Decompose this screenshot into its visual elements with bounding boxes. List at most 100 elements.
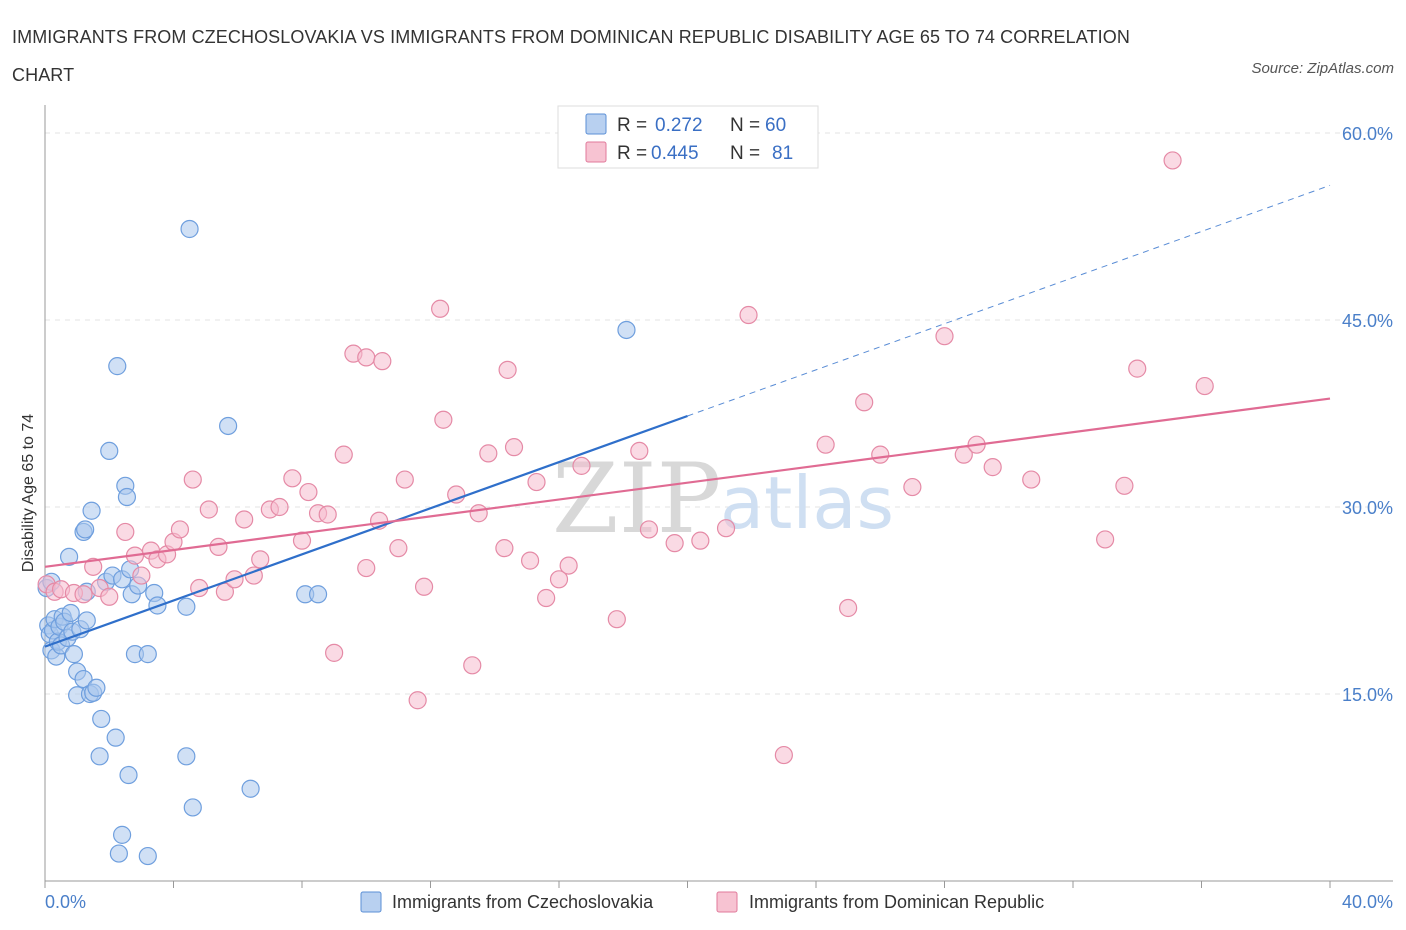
x-tick-label-max: 40.0% xyxy=(1342,892,1393,912)
dominican-point xyxy=(495,539,514,558)
dominican-point xyxy=(84,557,103,576)
watermark-atlas: atlas xyxy=(720,461,894,545)
dominican-point xyxy=(572,456,591,475)
y-tick-label: 45.0% xyxy=(1342,311,1393,331)
dominican-point xyxy=(170,520,190,539)
series-dominican-points xyxy=(37,151,1214,765)
czechoslovakia-point xyxy=(112,825,132,844)
dominican-point xyxy=(447,485,466,504)
dominican-point xyxy=(318,505,337,524)
dominican-point xyxy=(816,435,835,454)
czechoslovakia-point xyxy=(92,709,111,729)
y-tick-labels: 15.0% 30.0% 45.0% 60.0% xyxy=(1342,124,1393,705)
dominican-point xyxy=(691,531,710,550)
dominican-point xyxy=(469,504,488,523)
y-tick-label: 60.0% xyxy=(1342,124,1393,144)
czechoslovakia-point xyxy=(74,669,93,689)
dominican-point xyxy=(334,445,353,464)
legend-n-label-2: N = xyxy=(730,143,760,164)
czechoslovakia-point xyxy=(177,597,196,616)
dominican-point xyxy=(215,582,234,601)
dominican-point xyxy=(325,643,344,662)
dominican-point xyxy=(1022,470,1041,489)
dominican-point xyxy=(183,470,202,489)
dominican-point xyxy=(373,352,392,371)
dominican-point xyxy=(116,522,135,542)
dominican-point xyxy=(630,441,649,460)
legend-n-value-2: 81 xyxy=(772,143,793,164)
bottom-legend-swatch-czechoslovakia xyxy=(360,891,382,913)
legend-r-value-1: 0.272 xyxy=(655,115,703,136)
dominican-point xyxy=(871,445,890,464)
dominican-point xyxy=(903,477,922,497)
dominican-point xyxy=(251,550,270,569)
dominican-point xyxy=(463,656,482,675)
y-tick-label: 15.0% xyxy=(1342,685,1393,705)
dominican-point xyxy=(639,520,659,539)
dominican-point xyxy=(434,410,453,429)
dominican-point xyxy=(357,558,376,578)
czechoslovakia-point xyxy=(90,747,109,766)
czechoslovakia-point xyxy=(76,520,95,539)
top-legend: R = 0.272 N = 60 R = 0.445 N = 81 xyxy=(557,105,819,169)
dominican-point xyxy=(498,360,517,379)
dominican-point xyxy=(716,519,736,538)
dominican-point xyxy=(1163,151,1182,170)
czechoslovakia-point xyxy=(100,441,119,460)
czechoslovakia-point xyxy=(138,645,157,664)
dominican-point xyxy=(199,500,218,519)
series-czechoslovakia-points xyxy=(37,219,636,866)
legend-r-value-2: 0.445 xyxy=(651,143,699,164)
dominican-point xyxy=(431,299,450,318)
dominican-point xyxy=(299,482,318,502)
czechoslovakia-point xyxy=(82,501,101,520)
dominican-point xyxy=(527,472,546,492)
czechoslovakia-point xyxy=(119,765,138,785)
dominican-point xyxy=(774,745,793,765)
x-tick-label-min: 0.0% xyxy=(45,892,86,912)
trend-line-czechoslovakia xyxy=(44,414,688,648)
dominican-point xyxy=(520,551,540,570)
legend-swatch-czechoslovakia xyxy=(585,113,607,135)
axes xyxy=(44,105,1393,888)
czechoslovakia-point xyxy=(183,798,202,817)
dominican-point xyxy=(1128,359,1147,378)
czechoslovakia-point xyxy=(138,846,157,866)
czechoslovakia-point xyxy=(617,320,636,340)
trend-line-czechoslovakia-extension xyxy=(687,184,1331,417)
czechoslovakia-point xyxy=(64,645,84,664)
dominican-point xyxy=(739,305,758,325)
dominican-point xyxy=(1115,476,1134,495)
dominican-point xyxy=(479,444,498,463)
czechoslovakia-point xyxy=(87,678,106,697)
dominican-point xyxy=(1096,530,1115,549)
czechoslovakia-point xyxy=(308,585,328,604)
legend-r-label-1: R = xyxy=(617,115,647,136)
czechoslovakia-point xyxy=(109,844,128,863)
dominican-point xyxy=(395,470,414,489)
bottom-legend-label-czechoslovakia: Immigrants from Czechoslovakia xyxy=(392,892,654,912)
czechoslovakia-point xyxy=(219,416,238,436)
dominican-point xyxy=(665,534,684,553)
trend-lines xyxy=(44,184,1331,648)
dominican-point xyxy=(607,610,626,629)
dominican-point xyxy=(537,588,556,608)
czechoslovakia-point xyxy=(241,779,260,798)
bottom-legend: Immigrants from Czechoslovakia Immigrant… xyxy=(360,891,1044,913)
legend-n-label-1: N = xyxy=(730,115,760,136)
dominican-point xyxy=(839,598,858,618)
czechoslovakia-point xyxy=(180,219,199,239)
dominican-point xyxy=(209,537,228,556)
source-note: Source: ZipAtlas.com xyxy=(1251,60,1394,77)
czechoslovakia-point xyxy=(106,728,125,747)
dominican-point xyxy=(559,556,578,575)
dominican-point xyxy=(132,566,151,585)
bottom-legend-swatch-dominican xyxy=(716,891,738,913)
czechoslovakia-point xyxy=(77,611,96,630)
dominican-point xyxy=(935,327,954,346)
chart-title: IMMIGRANTS FROM CZECHOSLOVAKIA VS IMMIGR… xyxy=(12,27,1130,85)
czechoslovakia-point xyxy=(117,487,137,507)
dominican-point xyxy=(408,691,427,710)
trend-line-dominican xyxy=(44,397,1331,568)
grid-lines xyxy=(45,132,1393,695)
